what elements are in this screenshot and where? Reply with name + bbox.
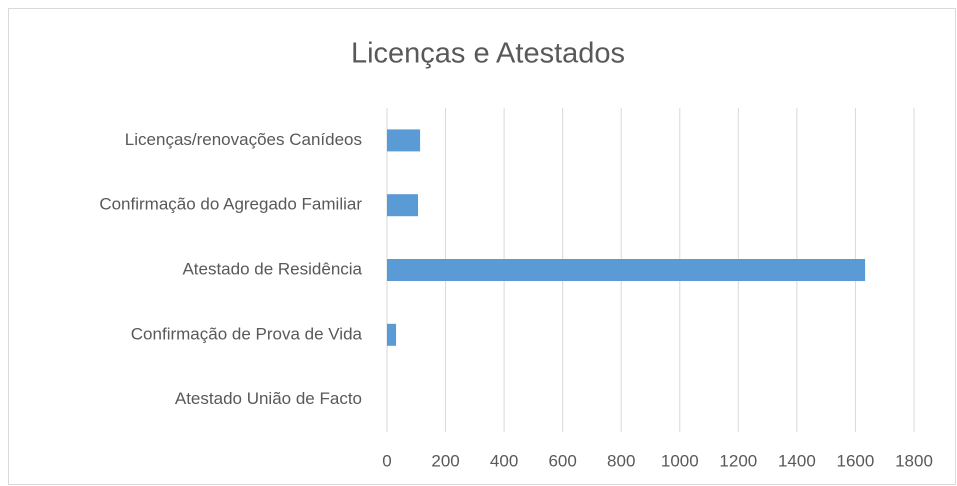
x-tick-label: 1400	[778, 451, 816, 470]
x-tick-label: 0	[382, 451, 391, 470]
chart-title: Licenças e Atestados	[351, 38, 625, 70]
x-tick-label: 800	[607, 451, 635, 470]
x-tick-label: 400	[490, 451, 518, 470]
y-tick-label: Licenças/renovações Canídeos	[125, 130, 362, 149]
bar	[387, 259, 866, 281]
x-tick-label: 1800	[895, 451, 933, 470]
y-tick-label: Confirmação de Prova de Vida	[131, 324, 363, 343]
bar	[387, 129, 421, 152]
x-tick-label: 200	[431, 451, 459, 470]
bar	[387, 323, 397, 346]
chart-border	[8, 8, 956, 485]
x-tick-label: 1000	[661, 451, 699, 470]
y-tick-label: Atestado União de Facto	[175, 389, 362, 408]
y-tick-label: Confirmação do Agregado Familiar	[99, 195, 362, 214]
x-tick-label: 600	[548, 451, 576, 470]
x-tick-label: 1600	[837, 451, 875, 470]
x-tick-label: 1200	[719, 451, 757, 470]
y-tick-label: Atestado de Residência	[182, 259, 362, 278]
bar	[387, 194, 419, 217]
